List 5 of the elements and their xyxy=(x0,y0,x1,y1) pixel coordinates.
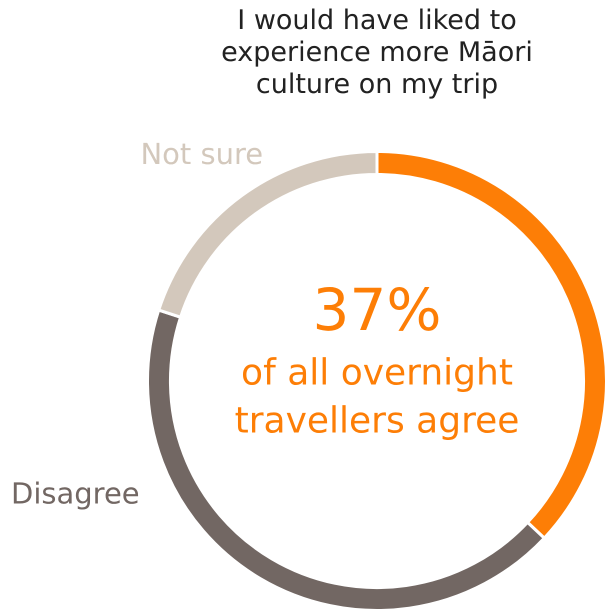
chart-title: I would have liked to experience more Māori culture on my trip xyxy=(221,5,533,100)
slice-label: Disagree xyxy=(10,476,140,511)
slice-label: Not sure xyxy=(140,136,264,171)
text: of all overnight travellers agree xyxy=(234,352,520,442)
data-label: 37% xyxy=(312,276,442,344)
